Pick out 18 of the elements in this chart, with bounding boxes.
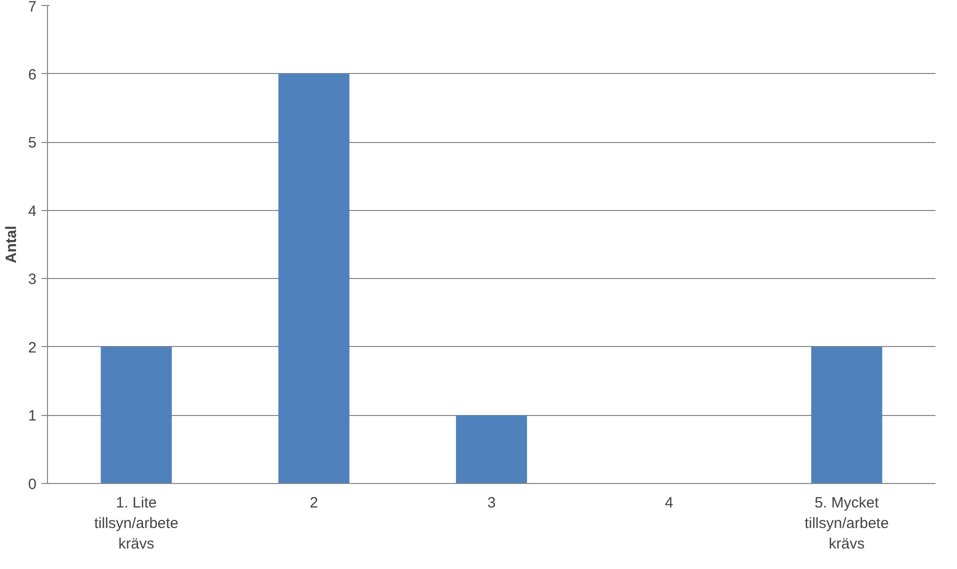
y-tick-label: 4 <box>28 202 36 220</box>
y-axis-title: Antal <box>3 226 20 264</box>
y-tick-label: 6 <box>28 66 36 84</box>
bar <box>811 346 882 484</box>
y-tick-label: 7 <box>28 0 36 16</box>
y-tick-label: 5 <box>28 134 36 152</box>
x-tick-label: 3 <box>487 494 496 512</box>
x-tick-label: 2 <box>310 494 318 512</box>
y-tick-label: 2 <box>28 339 36 356</box>
bar <box>278 74 350 484</box>
bar <box>456 415 528 484</box>
y-tick-label: 3 <box>28 271 36 288</box>
x-tick-label: 1. Lite tillsyn/arbete krävs <box>94 494 178 552</box>
bar <box>100 346 172 484</box>
x-tick-label: 5. Mycket tillsyn/arbete krävs <box>804 494 889 552</box>
x-tick-label: 4 <box>664 494 674 512</box>
y-tick-label: 0 <box>28 476 36 493</box>
y-tick-label: 1 <box>28 408 36 425</box>
